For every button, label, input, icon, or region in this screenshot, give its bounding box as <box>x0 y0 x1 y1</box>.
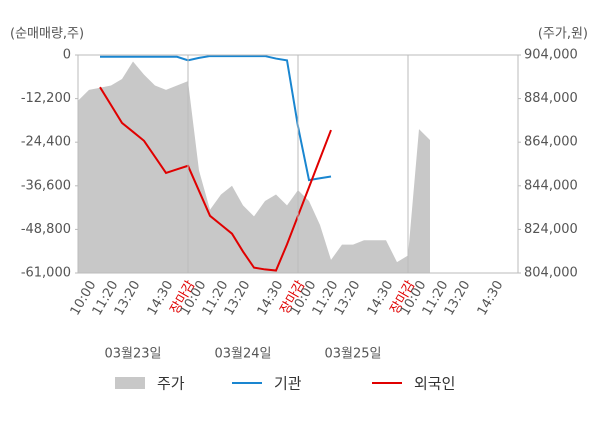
y-tick-label: -12,200 <box>21 91 71 106</box>
legend-label: 주가 <box>157 375 185 393</box>
legend-label: 기관 <box>274 375 302 393</box>
y2-tick-label: 904,000 <box>524 48 578 63</box>
y2-tick-label: 804,000 <box>524 266 578 281</box>
y-tick-label: -24,400 <box>21 135 71 150</box>
y2-tick-label: 864,000 <box>524 135 578 150</box>
y-axis-title: (순매매량,주) <box>10 27 84 42</box>
y-tick-label: -61,000 <box>21 266 71 281</box>
legend-label: 외국인 <box>414 375 455 393</box>
y2-tick-label: 884,000 <box>524 91 578 106</box>
legend-swatch <box>115 377 145 389</box>
y-tick-label: -36,600 <box>21 178 71 193</box>
x-tick-label: 14:30 <box>475 278 507 318</box>
y2-tick-label: 844,000 <box>524 178 578 193</box>
date-label: 03월24일 <box>214 347 271 362</box>
y-tick-label: -48,800 <box>21 222 71 237</box>
y2-tick-label: 824,000 <box>524 222 578 237</box>
y2-axis-title: (주가,원) <box>538 27 588 42</box>
date-label: 03월23일 <box>104 347 161 362</box>
series-line <box>100 55 332 182</box>
y-tick-label: 0 <box>63 48 71 63</box>
series-line <box>99 86 332 272</box>
date-label: 03월25일 <box>324 347 381 362</box>
price-area <box>78 61 430 273</box>
